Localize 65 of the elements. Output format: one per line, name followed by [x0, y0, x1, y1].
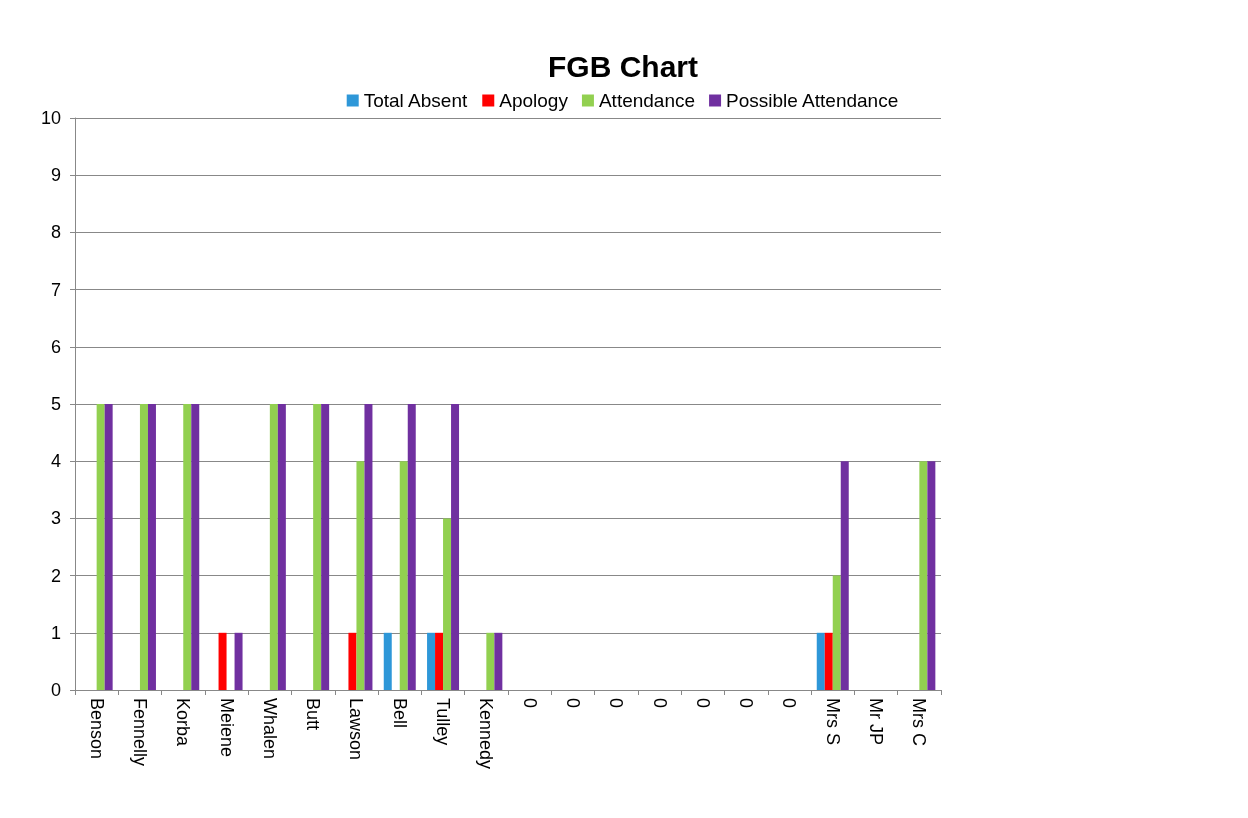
x-tick-label: 0 [779, 698, 800, 709]
x-tick-label: Bell [389, 698, 410, 729]
bar [147, 404, 156, 690]
bar [451, 404, 460, 690]
y-tick-label: 9 [50, 165, 61, 186]
legend-label: Possible Attendance [726, 90, 899, 111]
bar [407, 404, 416, 690]
bar [356, 461, 365, 690]
y-tick-label: 10 [40, 108, 61, 128]
bar [321, 404, 330, 690]
bar [234, 632, 243, 690]
bar [348, 632, 357, 690]
bar [191, 404, 200, 690]
x-tick-label: Mrs C [909, 698, 930, 746]
x-tick-label: 0 [562, 698, 583, 709]
bar [364, 404, 373, 690]
bar [824, 632, 833, 690]
y-tick-label: 5 [50, 394, 61, 414]
bar [435, 632, 444, 690]
x-tick-label: 0 [692, 698, 713, 709]
y-tick-label: 7 [50, 279, 61, 300]
legend-label: Apology [499, 90, 569, 111]
bar [183, 404, 192, 690]
bar [427, 632, 436, 690]
y-tick-label: 2 [50, 565, 61, 586]
bar [486, 632, 495, 690]
bar [139, 404, 148, 690]
x-tick-label: Fennelly [129, 698, 150, 767]
x-tick-label: Korba [173, 698, 194, 748]
x-tick-label: Meiene [216, 698, 237, 758]
bar [840, 461, 849, 690]
y-tick-label: 4 [50, 451, 61, 472]
bar [218, 632, 227, 690]
x-tick-label: 0 [736, 698, 757, 709]
bar [383, 632, 392, 690]
x-tick-label: Kennedy [476, 698, 497, 770]
x-tick-label: 0 [519, 698, 540, 709]
bar [919, 461, 928, 690]
y-tick-label: 3 [50, 508, 61, 529]
bar [96, 404, 105, 690]
x-tick-label: Lawson [346, 698, 367, 761]
bar [399, 461, 408, 690]
x-tick-label: Tulley [433, 698, 454, 746]
bar [494, 632, 503, 690]
y-tick-label: 6 [50, 336, 61, 357]
bar [104, 404, 113, 690]
y-tick-label: 8 [50, 222, 61, 243]
x-tick-label: Mrs S [822, 698, 843, 745]
bar [269, 404, 278, 690]
bar [832, 575, 841, 690]
chart-title: FGB Chart [548, 49, 699, 83]
bar [927, 461, 936, 690]
x-tick-label: Benson [86, 698, 107, 760]
x-tick-label: Butt [303, 698, 324, 731]
x-tick-label: 0 [606, 698, 627, 709]
bar [443, 518, 452, 690]
bar [816, 632, 825, 690]
legend-label: Attendance [598, 90, 696, 111]
bar [277, 404, 286, 690]
x-tick-label: 0 [649, 698, 670, 709]
x-tick-label: Mr JP [866, 698, 887, 745]
bar [313, 404, 322, 690]
x-tick-label: Whalen [259, 698, 280, 760]
y-tick-label: 1 [50, 622, 61, 643]
legend-label: Total Absent [363, 90, 468, 111]
